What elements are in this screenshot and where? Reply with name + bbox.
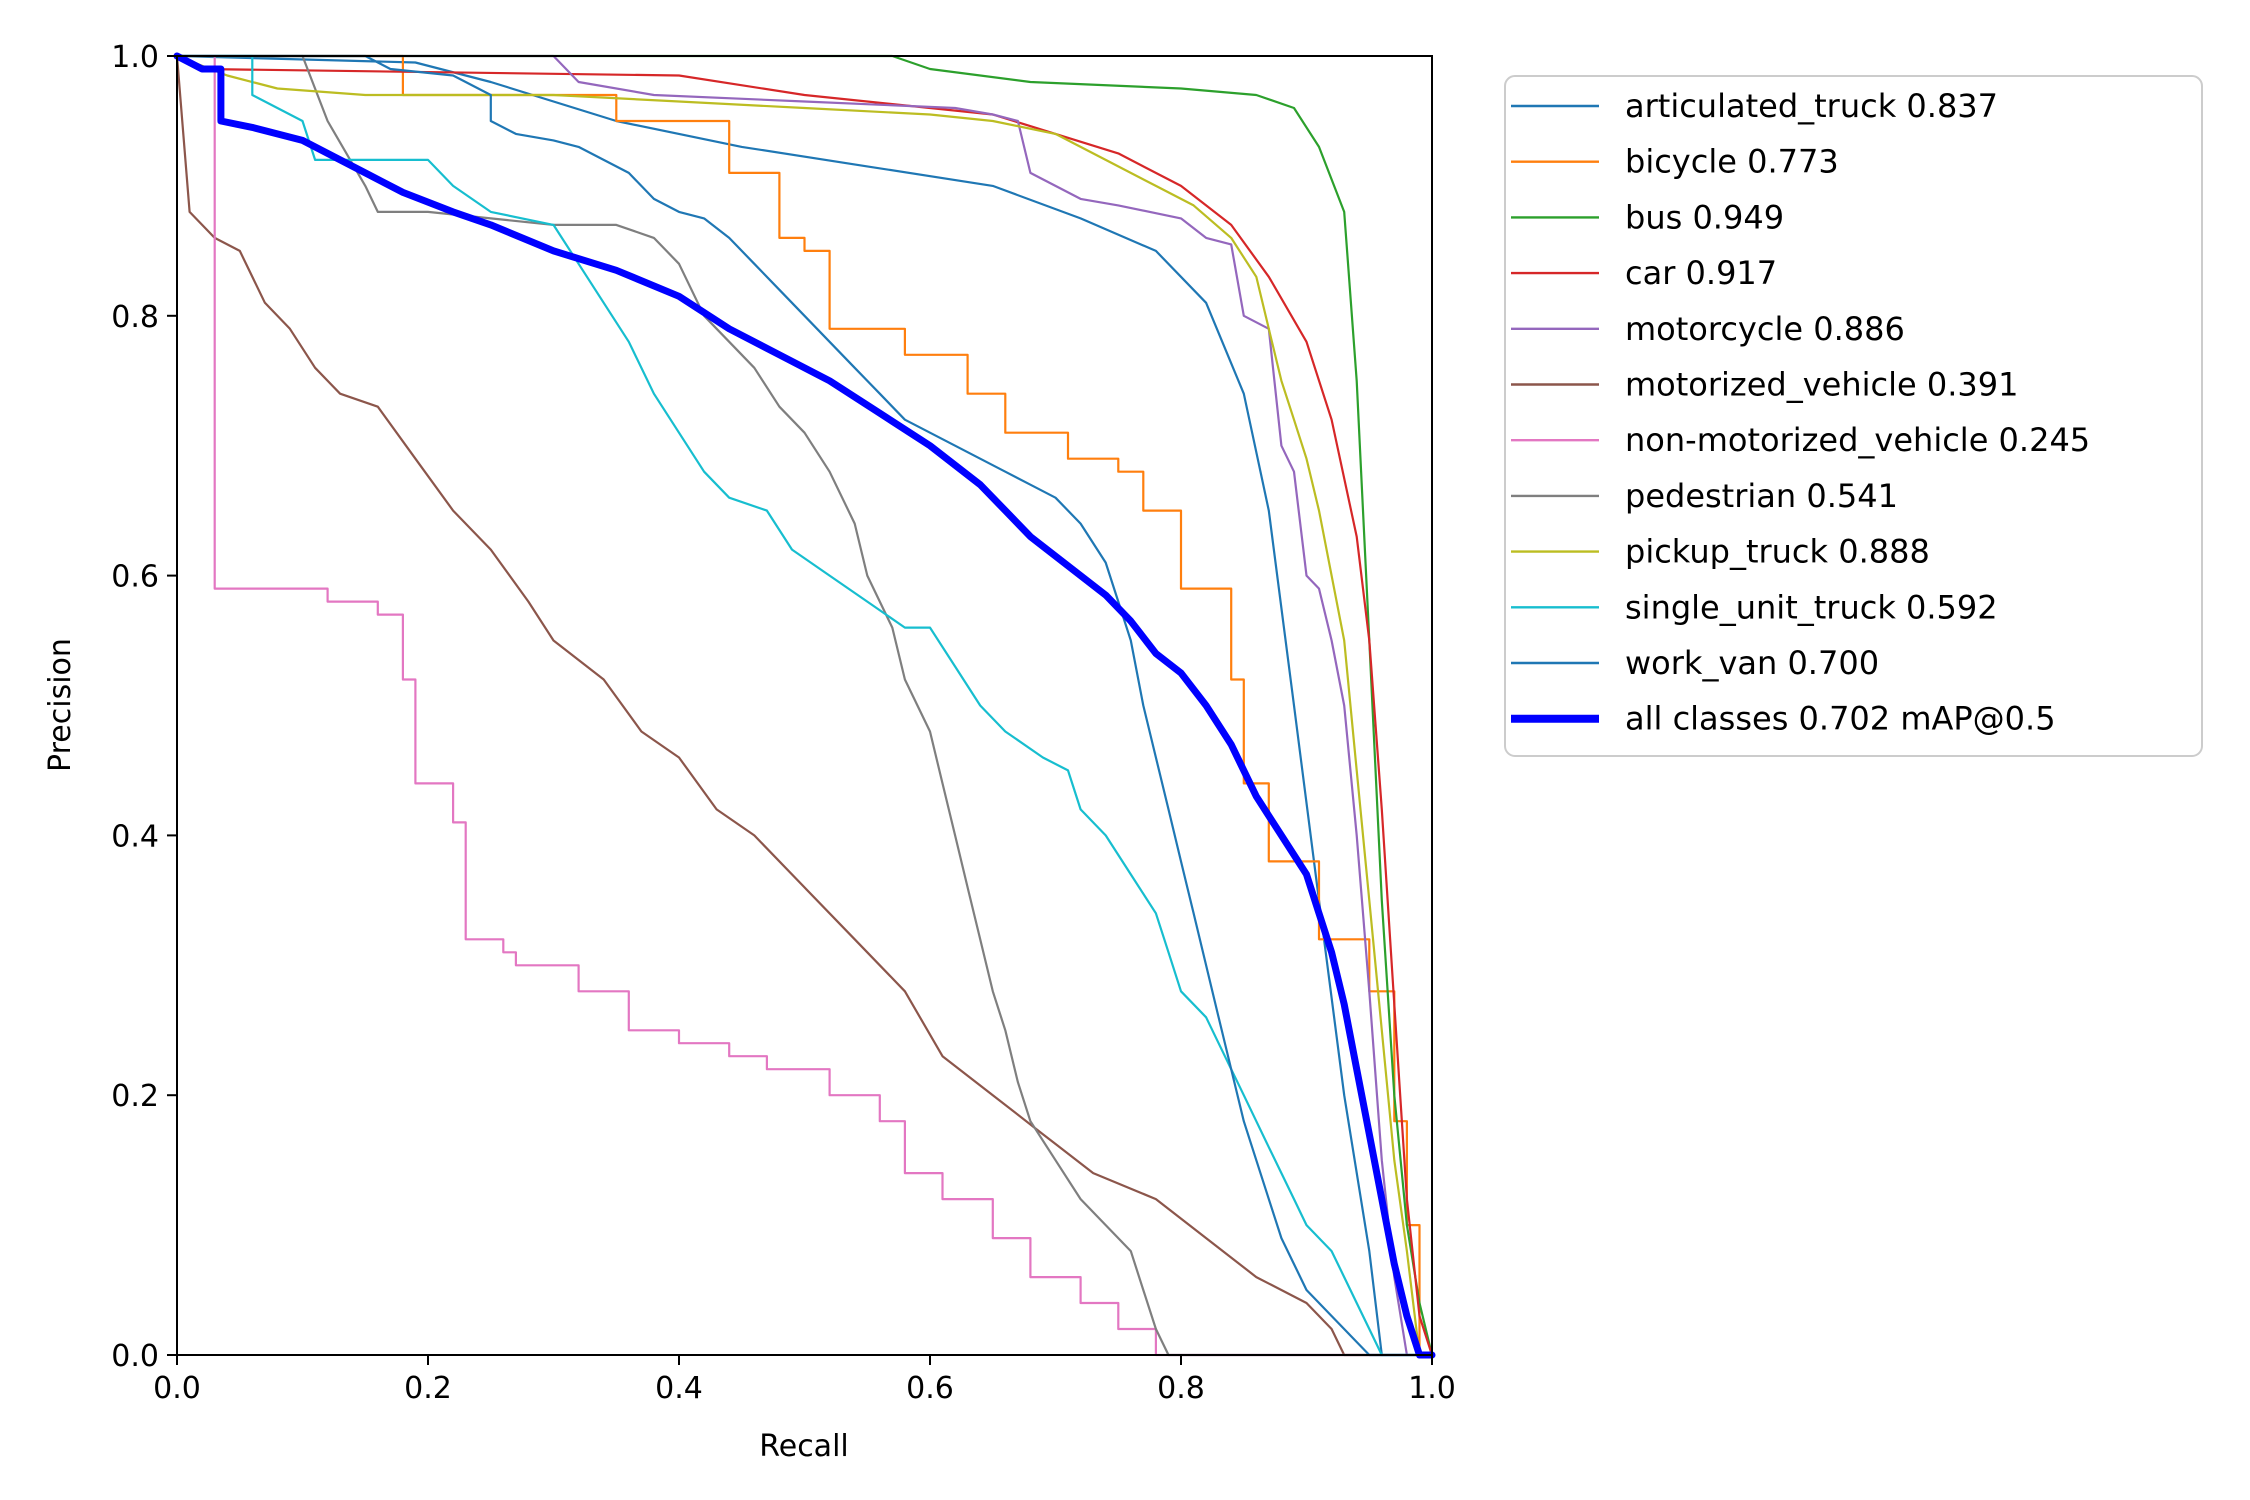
series-line-10 xyxy=(175,54,1434,1357)
legend-label-6: non-motorized_vehicle 0.245 xyxy=(1625,421,2090,459)
legend-label-4: motorcycle 0.886 xyxy=(1625,310,1905,348)
legend-label-9: single_unit_truck 0.592 xyxy=(1625,588,1998,626)
y-tick-label: 1.0 xyxy=(111,40,159,75)
series-line-4 xyxy=(175,54,1409,1357)
legend-label-2: bus 0.949 xyxy=(1625,198,1784,236)
legend-label-8: pickup_truck 0.888 xyxy=(1625,533,1930,571)
series-line-1 xyxy=(175,54,1421,1357)
x-axis-title: Recall xyxy=(759,1429,849,1464)
series-line-8 xyxy=(175,54,1421,1357)
legend-label-5: motorized_vehicle 0.391 xyxy=(1625,366,2018,404)
series-line-6 xyxy=(175,54,1434,1357)
x-tick-label: 0.0 xyxy=(153,1371,201,1406)
legend-label-7: pedestrian 0.541 xyxy=(1625,477,1898,515)
legend-label-0: articulated_truck 0.837 xyxy=(1625,87,1998,125)
legend-label-10: work_van 0.700 xyxy=(1625,644,1879,682)
x-tick-label: 0.8 xyxy=(1157,1371,1205,1406)
series-line-7 xyxy=(175,54,1434,1357)
legend-box xyxy=(1504,75,2203,757)
series-line-11 xyxy=(173,52,1436,1359)
legend-items: articulated_truck 0.837 bicycle 0.773 bus … xyxy=(1511,87,2090,738)
legend: articulated_truck 0.837 bicycle 0.773 bus … xyxy=(1504,75,2203,757)
legend-label-3: car 0.917 xyxy=(1625,254,1777,292)
y-tick-label: 0.8 xyxy=(111,300,159,335)
plot-lines xyxy=(173,52,1436,1359)
plot-frame xyxy=(176,55,1433,1356)
y-axis-ticks: 0.0 0.2 0.4 0.6 0.8 1.0 xyxy=(111,40,177,1374)
x-tick-label: 1.0 xyxy=(1408,1371,1456,1406)
x-tick-label: 0.2 xyxy=(404,1371,452,1406)
series-line-0 xyxy=(175,54,1383,1357)
legend-label-11: all classes 0.702 mAP@0.5 xyxy=(1625,700,2056,738)
x-axis-ticks: 0.0 0.2 0.4 0.6 0.8 1.0 xyxy=(153,1355,1456,1406)
legend-label-1: bicycle 0.773 xyxy=(1625,143,1839,181)
y-tick-label: 0.0 xyxy=(111,1339,159,1374)
y-tick-label: 0.6 xyxy=(111,560,159,595)
y-tick-label: 0.4 xyxy=(111,819,159,854)
x-tick-label: 0.4 xyxy=(655,1371,703,1406)
y-tick-label: 0.2 xyxy=(111,1079,159,1114)
series-line-2 xyxy=(175,54,1434,1357)
x-tick-label: 0.6 xyxy=(906,1371,954,1406)
series-line-9 xyxy=(175,54,1434,1357)
series-line-3 xyxy=(175,54,1434,1357)
series-line-5 xyxy=(175,54,1434,1357)
y-axis-title: Precision xyxy=(43,638,78,772)
